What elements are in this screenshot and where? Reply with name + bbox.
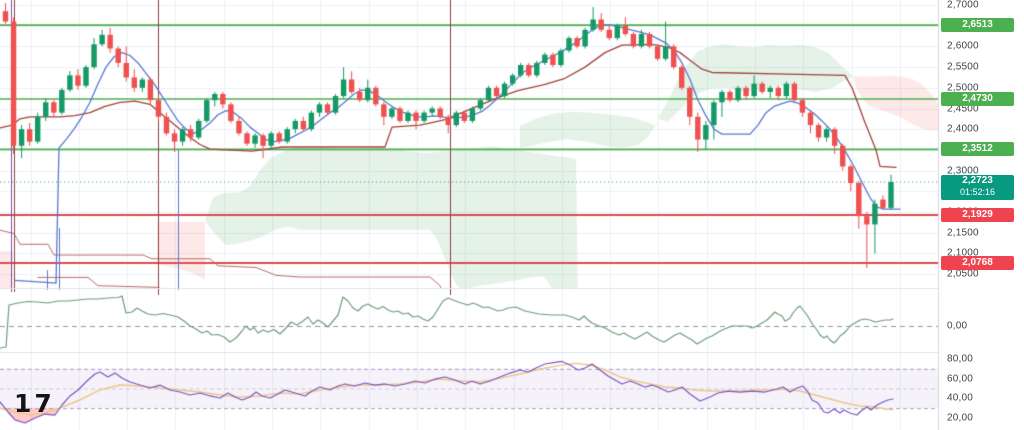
axis-tick: 0,00 xyxy=(947,320,968,332)
axis-tick: 2,5000 xyxy=(947,82,979,94)
axis-tick: 2,6000 xyxy=(947,40,979,52)
axis-tick: 2,3000 xyxy=(947,165,979,177)
axis-tick: 40,00 xyxy=(947,392,974,404)
price-axis[interactable]: 2,7000 2,6000 2,5500 2,5000 2,4500 2,4000 2,30… xyxy=(938,0,1024,430)
price-level-badge: 2,1929 xyxy=(941,207,1014,222)
axis-tick: 2,1500 xyxy=(947,227,979,239)
tradingview-watermark: 17 xyxy=(14,389,55,418)
axis-tick: 20,00 xyxy=(947,412,974,424)
axis-tick: 60,00 xyxy=(947,373,974,385)
bar-countdown: 01:52:16 xyxy=(959,187,996,198)
axis-tick: 2,7000 xyxy=(947,0,979,11)
axis-tick: 2,5500 xyxy=(947,61,979,73)
last-price-value: 2,2723 xyxy=(962,175,993,187)
axis-tick: 80,00 xyxy=(947,353,974,365)
price-level-badge: 2,3512 xyxy=(941,142,1014,157)
price-level-badge: 2,0768 xyxy=(941,256,1014,270)
axis-tick: 2,4500 xyxy=(947,103,979,114)
axis-tick: 2,0500 xyxy=(947,268,979,280)
axis-tick: 2,1000 xyxy=(947,247,979,259)
axis-tick: 2,4000 xyxy=(947,123,979,135)
price-level-badge: 2,4730 xyxy=(941,91,1014,106)
price-level-badge: 2,6513 xyxy=(941,18,1014,33)
last-price-badge: 2,2723 01:52:16 xyxy=(941,175,1014,201)
